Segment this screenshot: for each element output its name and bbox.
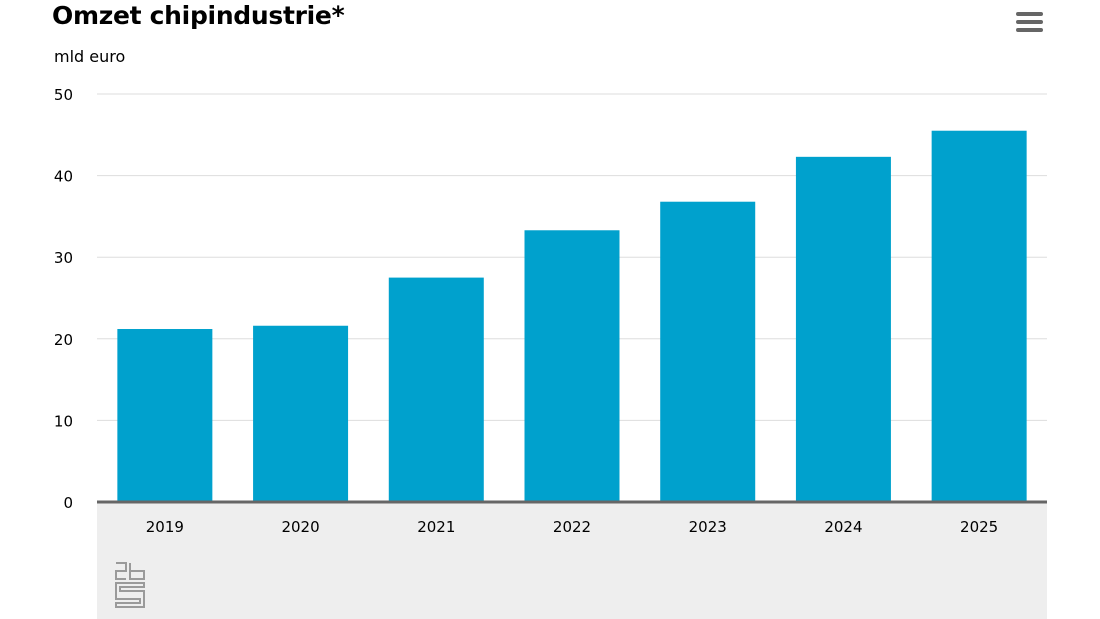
cbs-logo-icon	[115, 562, 145, 608]
hamburger-menu-icon[interactable]	[1012, 8, 1048, 40]
x-tick-label: 2021	[417, 518, 455, 536]
y-axis-unit-label: mld euro	[54, 47, 126, 66]
bar-2019[interactable]	[117, 329, 213, 502]
chart-title: Omzet chipindustrie*	[52, 1, 345, 30]
y-tick-label: 0	[63, 494, 73, 512]
y-tick-label: 10	[54, 412, 73, 430]
x-tick-label: 2020	[281, 518, 319, 536]
x-tick-label: 2024	[824, 518, 862, 536]
x-tick-label: 2023	[689, 518, 727, 536]
x-tick-label: 2022	[553, 518, 591, 536]
y-tick-label: 30	[54, 249, 73, 267]
bar-2023[interactable]	[660, 201, 756, 502]
chart-footer	[97, 503, 1047, 619]
bar-2025[interactable]	[931, 130, 1027, 502]
y-tick-label: 50	[54, 86, 73, 104]
bar-2020[interactable]	[253, 325, 349, 502]
bar-2022[interactable]	[524, 230, 620, 502]
x-tick-label: 2025	[960, 518, 998, 536]
x-tick-label: 2019	[146, 518, 184, 536]
y-tick-label: 40	[54, 168, 73, 186]
bar-2024[interactable]	[795, 156, 891, 502]
bar-2021[interactable]	[388, 277, 484, 502]
y-tick-label: 20	[54, 331, 73, 349]
